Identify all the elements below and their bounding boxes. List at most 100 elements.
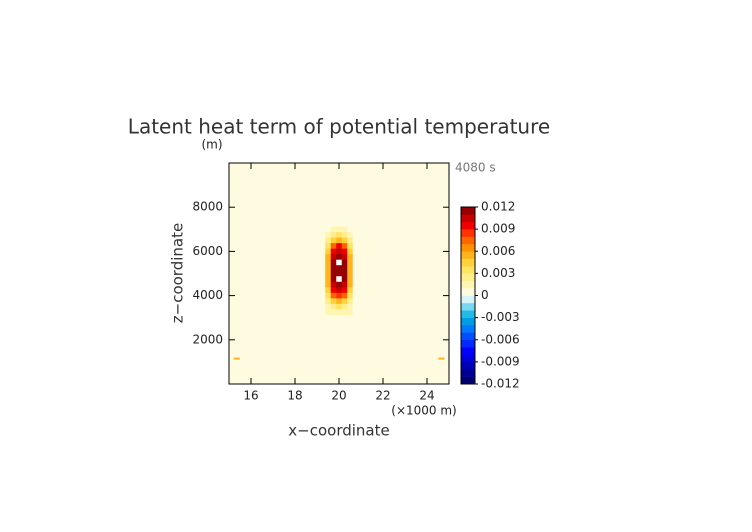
- field-cell: [325, 303, 332, 310]
- field-cell: [352, 232, 359, 238]
- time-label: 4080 s: [455, 161, 496, 175]
- field-cell: [336, 226, 343, 233]
- field-cell: [336, 309, 343, 316]
- field-cell: [352, 281, 359, 288]
- colorbar-band: [461, 280, 475, 289]
- colorbar-band: [461, 325, 475, 333]
- field-cell: [330, 259, 337, 266]
- colorbar-band: [461, 258, 475, 267]
- field-cell: [347, 232, 354, 238]
- field-cell: [352, 276, 359, 283]
- field-cell: [319, 298, 326, 305]
- field-cell: [330, 276, 337, 283]
- field-cell: [347, 298, 354, 305]
- colorbar-band: [461, 295, 475, 304]
- field-cell: [325, 287, 332, 294]
- x-tick-label: 24: [419, 389, 434, 403]
- field-spot: [233, 357, 240, 360]
- colorbar-band: [461, 207, 475, 215]
- field-cell: [325, 232, 332, 238]
- field-cell: [325, 309, 332, 316]
- field-cell: [319, 248, 326, 255]
- y-tick-label: 8000: [192, 200, 223, 214]
- field-cell: [347, 237, 354, 244]
- field-cell: [336, 281, 343, 288]
- y-tick-label: 6000: [192, 244, 223, 258]
- field-cell: [330, 237, 337, 244]
- field-cell: [325, 265, 332, 272]
- field-cell: [319, 281, 326, 288]
- field-cell: [336, 265, 343, 272]
- field-cell: [352, 309, 359, 316]
- field-cell: [325, 298, 332, 305]
- field-cell: [336, 232, 343, 238]
- field-cell: [330, 243, 337, 249]
- field-cell: [347, 259, 354, 266]
- field-cell: [330, 287, 337, 294]
- field-cell: [347, 281, 354, 288]
- field-cell: [336, 276, 343, 283]
- x-tick-label: 20: [331, 389, 346, 403]
- colorbar-band: [461, 214, 475, 223]
- field-cell: [319, 232, 326, 238]
- field-cell: [347, 248, 354, 255]
- colorbar-band: [461, 273, 475, 282]
- field-cell: [319, 287, 326, 294]
- field-cell: [336, 254, 343, 260]
- field-cell: [336, 298, 343, 305]
- field-cell: [347, 287, 354, 294]
- field-cell: [319, 303, 326, 310]
- field-cell: [347, 303, 354, 310]
- field-cell: [330, 298, 337, 305]
- field-cell: [347, 292, 354, 299]
- colorbar-band: [461, 339, 475, 348]
- field-cell: [352, 248, 359, 255]
- field-cell: [336, 248, 343, 255]
- colorbar-band: [461, 236, 475, 245]
- field-cell: [330, 248, 337, 255]
- field-cell: [341, 226, 348, 233]
- field-cell: [325, 292, 332, 299]
- colorbar-tick-label: 0: [481, 288, 489, 302]
- field-cell: [330, 270, 337, 277]
- field-cell: [330, 254, 337, 260]
- field-cell: [352, 243, 359, 249]
- chart-title: Latent heat term of potential temperatur…: [128, 115, 550, 139]
- field-cell: [319, 276, 326, 283]
- field-cell: [325, 276, 332, 283]
- y-tick-label: 2000: [192, 332, 223, 346]
- field-cell: [347, 265, 354, 272]
- colorbar-band: [461, 221, 475, 230]
- field-cell: [319, 292, 326, 299]
- field-cell: [325, 226, 332, 233]
- field-cell: [319, 270, 326, 277]
- field-cell: [319, 243, 326, 249]
- field-cell: [341, 248, 348, 255]
- field-cell: [325, 270, 332, 277]
- field-cell: [325, 237, 332, 244]
- field-cell: [319, 226, 326, 233]
- colorbar-band: [461, 302, 475, 311]
- colorbar-tick-label: -0.009: [481, 354, 520, 368]
- field-cell: [341, 237, 348, 244]
- field-cell: [341, 254, 348, 260]
- field-cell: [319, 237, 326, 244]
- colorbar-band: [461, 361, 475, 370]
- field-cell: [330, 303, 337, 310]
- colorbar-band: [461, 354, 475, 363]
- colorbar-band: [461, 251, 475, 259]
- field-cell: [341, 309, 348, 316]
- field-cell: [325, 248, 332, 255]
- field-cell: [336, 292, 343, 299]
- x-tick-label: 16: [243, 389, 258, 403]
- field-cell: [352, 270, 359, 277]
- field-cell: [352, 254, 359, 260]
- field-cell: [352, 292, 359, 299]
- x-unit-label: (×1000 m): [391, 404, 456, 418]
- field-cell: [341, 265, 348, 272]
- field-cell: [330, 232, 337, 238]
- field-cell: [341, 243, 348, 249]
- field-cell: [319, 265, 326, 272]
- field-cell: [341, 298, 348, 305]
- colorbar-tick-label: -0.006: [481, 332, 520, 346]
